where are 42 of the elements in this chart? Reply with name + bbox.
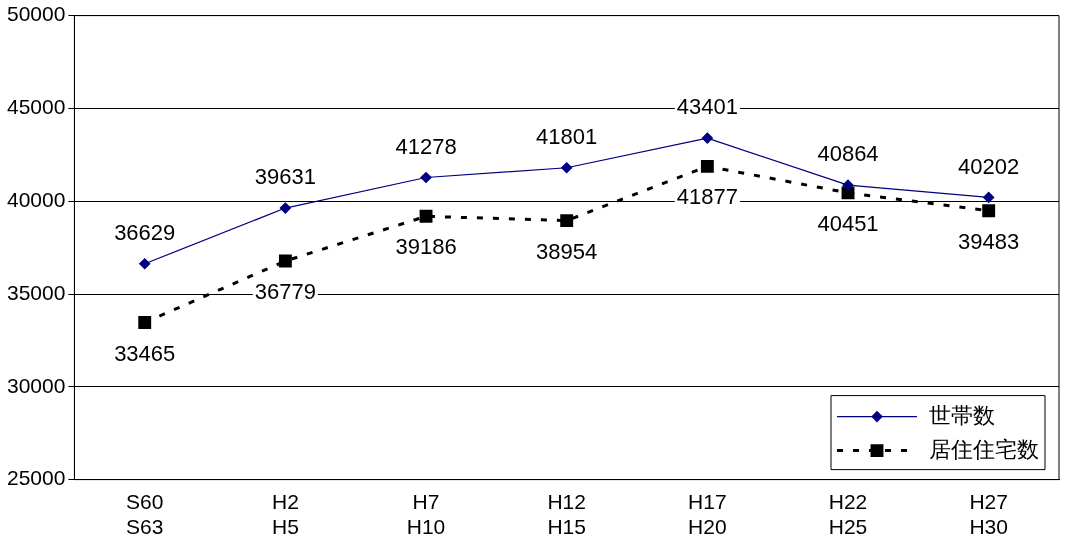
y-tick-label: 35000 [6,280,66,304]
y-tick-label: 50000 [6,2,66,26]
y-tick-label: 45000 [6,95,66,119]
data-label: 39483 [958,228,1020,254]
data-label: 40864 [817,141,879,167]
x-tick-label: H22 H25 [828,490,868,539]
y-tick-label: 25000 [6,466,66,490]
point [419,209,433,223]
point [420,171,432,184]
y-tick-label: 30000 [6,373,66,397]
point [842,179,854,191]
data-label: 36629 [114,219,176,245]
point [139,258,151,270]
data-label: 41278 [395,133,457,159]
x-tick-label: H2 H5 [271,490,299,539]
data-label: 36779 [254,279,316,305]
data-label: 39631 [254,164,316,190]
point [278,254,292,268]
y-tick-label: 40000 [6,188,66,211]
x-tick-label: H12 H15 [547,490,586,539]
data-label: 41877 [676,184,738,210]
data-label: 38954 [536,238,598,264]
x-tick-label: S60 S63 [126,490,164,539]
data-label: 41801 [536,123,598,149]
point [138,316,152,329]
point [561,162,573,174]
x-tick-label: H17 H20 [688,490,727,539]
data-label: 40202 [958,153,1020,179]
data-label: 39186 [395,234,457,260]
legend-label: 居住住宅数 [929,436,1039,462]
point [983,191,995,204]
data-label: 40451 [817,210,879,236]
point [700,159,714,173]
point [560,214,574,228]
data-label: 43401 [676,94,738,120]
point [279,202,291,214]
point [982,204,996,218]
x-tick-label: H27 H30 [969,490,1008,539]
point [701,132,713,144]
legend-label: 世帯数 [929,402,995,428]
data-label: 33465 [114,340,176,366]
x-tick-label: H7 H10 [406,490,446,539]
